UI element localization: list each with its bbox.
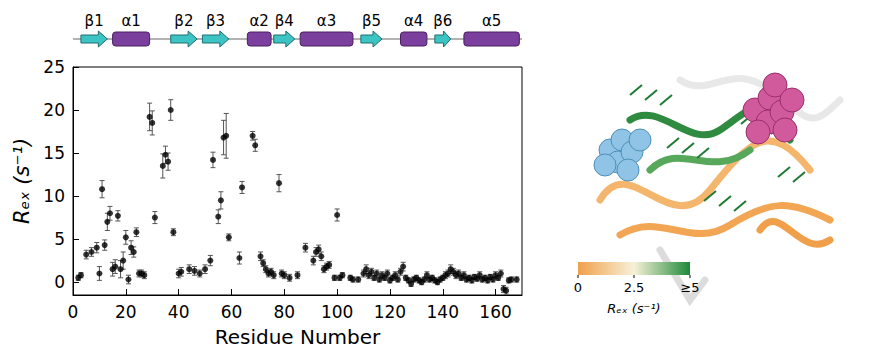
svg-text:140: 140: [427, 302, 459, 322]
svg-text:α1: α1: [121, 12, 140, 30]
svg-text:2.5: 2.5: [624, 280, 645, 295]
svg-text:β1: β1: [85, 12, 104, 30]
svg-text:160: 160: [479, 302, 511, 322]
svg-text:β6: β6: [433, 12, 452, 30]
svg-text:120: 120: [374, 302, 406, 322]
svg-text:80: 80: [273, 302, 295, 322]
svg-text:0: 0: [68, 302, 79, 322]
svg-text:60: 60: [221, 302, 243, 322]
svg-text:α5: α5: [482, 12, 501, 30]
svg-text:5: 5: [54, 229, 65, 249]
svg-text:Residue Number: Residue Number: [215, 325, 381, 349]
svg-text:β2: β2: [174, 12, 193, 30]
svg-text:α4: α4: [404, 12, 423, 30]
svg-text:40: 40: [168, 302, 190, 322]
svg-text:Rₑₓ (s⁻¹): Rₑₓ (s⁻¹): [10, 138, 34, 224]
svg-text:25: 25: [43, 57, 65, 77]
svg-text:100: 100: [321, 302, 353, 322]
svg-text:α3: α3: [317, 12, 336, 30]
svg-text:β3: β3: [206, 12, 225, 30]
svg-text:0: 0: [574, 280, 582, 295]
svg-text:10: 10: [43, 186, 65, 206]
svg-text:α2: α2: [249, 12, 268, 30]
svg-text:15: 15: [43, 143, 65, 163]
svg-text:20: 20: [115, 302, 137, 322]
svg-text:≥5: ≥5: [680, 280, 699, 295]
svg-text:0: 0: [54, 272, 65, 292]
svg-text:Rₑₓ (s⁻¹): Rₑₓ (s⁻¹): [607, 301, 660, 316]
svg-text:20: 20: [43, 100, 65, 120]
svg-text:β4: β4: [275, 12, 294, 30]
svg-text:β5: β5: [362, 12, 381, 30]
